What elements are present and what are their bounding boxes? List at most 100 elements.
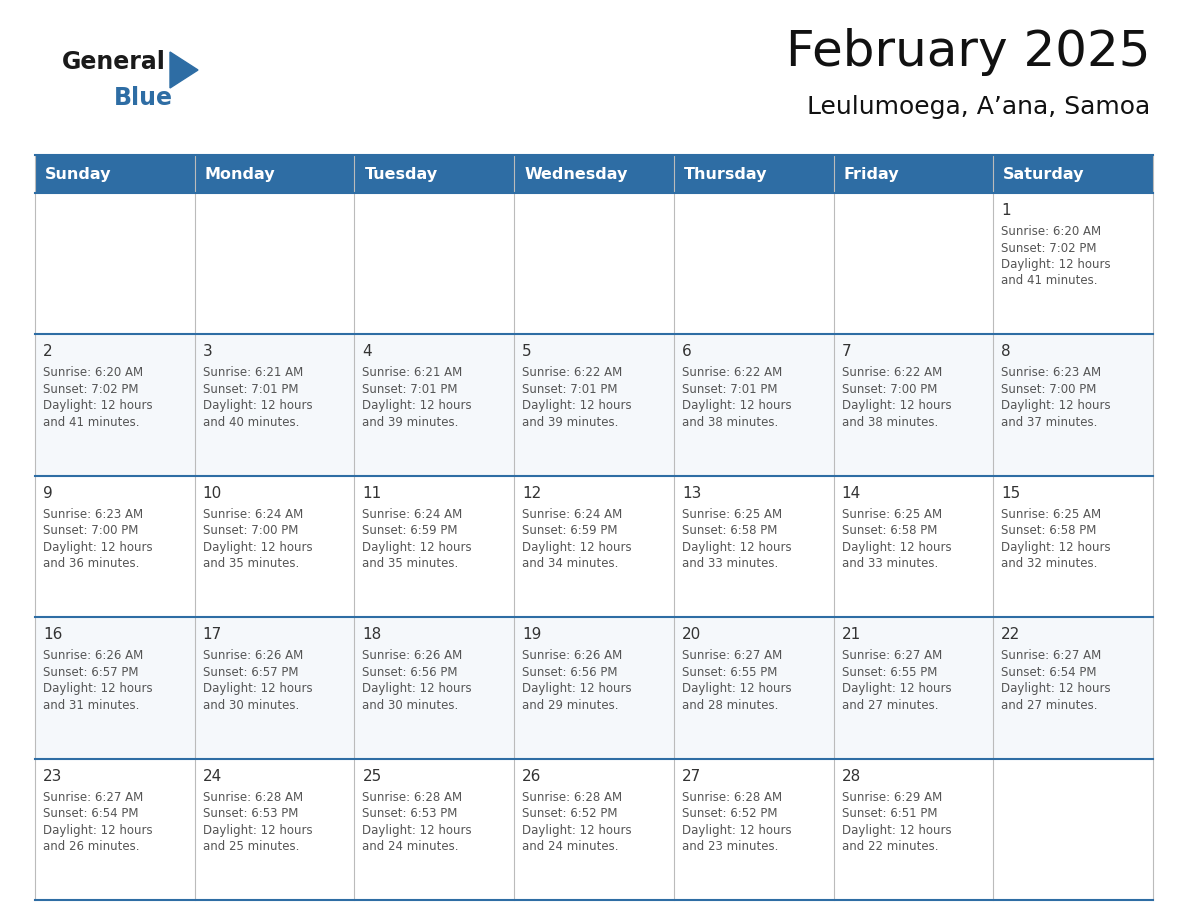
Text: Sunrise: 6:24 AM: Sunrise: 6:24 AM: [523, 508, 623, 521]
Text: Daylight: 12 hours: Daylight: 12 hours: [1001, 399, 1111, 412]
Text: and 31 minutes.: and 31 minutes.: [43, 699, 139, 711]
Text: Sunset: 6:53 PM: Sunset: 6:53 PM: [203, 807, 298, 820]
Text: 15: 15: [1001, 486, 1020, 501]
Text: Daylight: 12 hours: Daylight: 12 hours: [1001, 541, 1111, 554]
Text: Sunset: 7:00 PM: Sunset: 7:00 PM: [43, 524, 138, 537]
Bar: [34, 758, 1154, 900]
Text: and 30 minutes.: and 30 minutes.: [362, 699, 459, 711]
Text: 26: 26: [523, 768, 542, 784]
Text: Daylight: 12 hours: Daylight: 12 hours: [841, 823, 952, 836]
Text: Sunrise: 6:24 AM: Sunrise: 6:24 AM: [362, 508, 462, 521]
Text: Sunrise: 6:25 AM: Sunrise: 6:25 AM: [841, 508, 942, 521]
Text: and 35 minutes.: and 35 minutes.: [362, 557, 459, 570]
Polygon shape: [170, 52, 198, 88]
Text: and 39 minutes.: and 39 minutes.: [523, 416, 619, 429]
Text: Sunset: 6:52 PM: Sunset: 6:52 PM: [682, 807, 777, 820]
Text: Sunset: 7:01 PM: Sunset: 7:01 PM: [523, 383, 618, 396]
Text: 27: 27: [682, 768, 701, 784]
Text: Daylight: 12 hours: Daylight: 12 hours: [523, 541, 632, 554]
Text: Daylight: 12 hours: Daylight: 12 hours: [1001, 682, 1111, 695]
Text: Blue: Blue: [114, 86, 173, 110]
Text: Monday: Monday: [204, 166, 276, 182]
Text: Sunrise: 6:28 AM: Sunrise: 6:28 AM: [362, 790, 462, 803]
Text: Daylight: 12 hours: Daylight: 12 hours: [362, 823, 472, 836]
Text: and 25 minutes.: and 25 minutes.: [203, 840, 299, 853]
Text: Sunday: Sunday: [45, 166, 112, 182]
Text: Sunset: 6:58 PM: Sunset: 6:58 PM: [1001, 524, 1097, 537]
Text: and 27 minutes.: and 27 minutes.: [1001, 699, 1098, 711]
Text: 24: 24: [203, 768, 222, 784]
Text: Sunrise: 6:22 AM: Sunrise: 6:22 AM: [682, 366, 782, 379]
Text: Daylight: 12 hours: Daylight: 12 hours: [362, 541, 472, 554]
Text: Saturday: Saturday: [1004, 166, 1085, 182]
Text: Sunrise: 6:29 AM: Sunrise: 6:29 AM: [841, 790, 942, 803]
Text: Sunrise: 6:27 AM: Sunrise: 6:27 AM: [43, 790, 144, 803]
Text: and 23 minutes.: and 23 minutes.: [682, 840, 778, 853]
Text: Daylight: 12 hours: Daylight: 12 hours: [841, 399, 952, 412]
Text: Sunset: 6:54 PM: Sunset: 6:54 PM: [1001, 666, 1097, 678]
Text: 17: 17: [203, 627, 222, 643]
Text: Sunset: 6:58 PM: Sunset: 6:58 PM: [682, 524, 777, 537]
Text: Sunset: 6:59 PM: Sunset: 6:59 PM: [523, 524, 618, 537]
Text: Sunrise: 6:24 AM: Sunrise: 6:24 AM: [203, 508, 303, 521]
Text: Daylight: 12 hours: Daylight: 12 hours: [523, 399, 632, 412]
Text: Sunset: 6:51 PM: Sunset: 6:51 PM: [841, 807, 937, 820]
Text: Daylight: 12 hours: Daylight: 12 hours: [203, 682, 312, 695]
Text: 28: 28: [841, 768, 861, 784]
Text: Daylight: 12 hours: Daylight: 12 hours: [523, 823, 632, 836]
Text: Daylight: 12 hours: Daylight: 12 hours: [682, 399, 791, 412]
Text: Daylight: 12 hours: Daylight: 12 hours: [362, 399, 472, 412]
Text: and 41 minutes.: and 41 minutes.: [1001, 274, 1098, 287]
Text: Sunrise: 6:26 AM: Sunrise: 6:26 AM: [203, 649, 303, 662]
Text: 20: 20: [682, 627, 701, 643]
Text: 14: 14: [841, 486, 861, 501]
Text: Sunrise: 6:28 AM: Sunrise: 6:28 AM: [523, 790, 623, 803]
Text: Sunset: 7:01 PM: Sunset: 7:01 PM: [203, 383, 298, 396]
Text: and 41 minutes.: and 41 minutes.: [43, 416, 139, 429]
Text: Thursday: Thursday: [684, 166, 767, 182]
Text: Sunrise: 6:27 AM: Sunrise: 6:27 AM: [1001, 649, 1101, 662]
Text: and 32 minutes.: and 32 minutes.: [1001, 557, 1098, 570]
Text: and 33 minutes.: and 33 minutes.: [682, 557, 778, 570]
Text: Daylight: 12 hours: Daylight: 12 hours: [362, 682, 472, 695]
Text: Daylight: 12 hours: Daylight: 12 hours: [203, 541, 312, 554]
Text: 6: 6: [682, 344, 691, 360]
Text: 7: 7: [841, 344, 851, 360]
Text: and 28 minutes.: and 28 minutes.: [682, 699, 778, 711]
Text: Wednesday: Wednesday: [524, 166, 627, 182]
Text: and 34 minutes.: and 34 minutes.: [523, 557, 619, 570]
Text: 25: 25: [362, 768, 381, 784]
Text: Daylight: 12 hours: Daylight: 12 hours: [43, 682, 152, 695]
Text: Sunset: 6:56 PM: Sunset: 6:56 PM: [362, 666, 457, 678]
Text: and 24 minutes.: and 24 minutes.: [523, 840, 619, 853]
Text: Daylight: 12 hours: Daylight: 12 hours: [203, 399, 312, 412]
Text: Daylight: 12 hours: Daylight: 12 hours: [841, 541, 952, 554]
Text: 10: 10: [203, 486, 222, 501]
Text: Sunrise: 6:22 AM: Sunrise: 6:22 AM: [841, 366, 942, 379]
Text: 9: 9: [43, 486, 52, 501]
Text: 2: 2: [43, 344, 52, 360]
Text: and 35 minutes.: and 35 minutes.: [203, 557, 299, 570]
Text: Sunrise: 6:26 AM: Sunrise: 6:26 AM: [362, 649, 462, 662]
Text: and 27 minutes.: and 27 minutes.: [841, 699, 939, 711]
Text: Sunrise: 6:25 AM: Sunrise: 6:25 AM: [1001, 508, 1101, 521]
Text: 8: 8: [1001, 344, 1011, 360]
Text: 13: 13: [682, 486, 701, 501]
Bar: [34, 476, 1154, 617]
Text: Sunset: 7:01 PM: Sunset: 7:01 PM: [682, 383, 777, 396]
Text: Daylight: 12 hours: Daylight: 12 hours: [203, 823, 312, 836]
Text: Sunrise: 6:27 AM: Sunrise: 6:27 AM: [841, 649, 942, 662]
Bar: [34, 155, 1154, 193]
Bar: [34, 617, 1154, 758]
Text: Sunset: 6:55 PM: Sunset: 6:55 PM: [841, 666, 937, 678]
Text: Sunrise: 6:28 AM: Sunrise: 6:28 AM: [203, 790, 303, 803]
Text: and 33 minutes.: and 33 minutes.: [841, 557, 937, 570]
Text: and 38 minutes.: and 38 minutes.: [841, 416, 937, 429]
Text: Tuesday: Tuesday: [365, 166, 437, 182]
Text: Sunset: 6:54 PM: Sunset: 6:54 PM: [43, 807, 139, 820]
Text: 1: 1: [1001, 203, 1011, 218]
Text: Sunset: 6:56 PM: Sunset: 6:56 PM: [523, 666, 618, 678]
Text: 18: 18: [362, 627, 381, 643]
Text: Sunrise: 6:22 AM: Sunrise: 6:22 AM: [523, 366, 623, 379]
Text: Sunrise: 6:23 AM: Sunrise: 6:23 AM: [43, 508, 143, 521]
